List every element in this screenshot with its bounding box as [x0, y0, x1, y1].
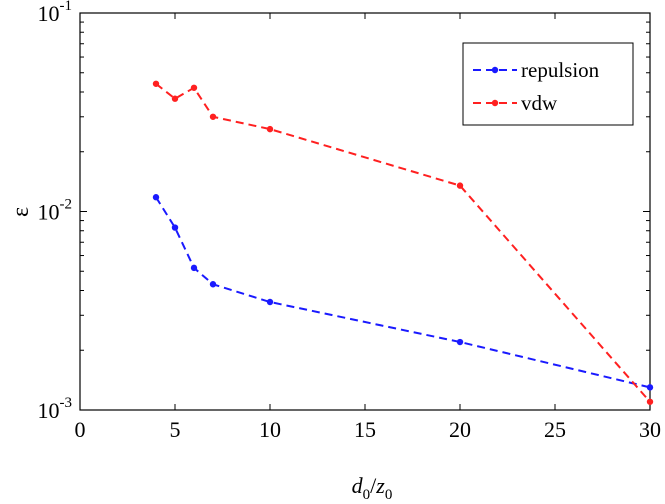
x-tick-label: 30 — [639, 417, 661, 442]
y-axis: 10-1 10-2 10-3 — [38, 0, 650, 423]
legend-label-vdw: vdw — [521, 91, 558, 115]
legend-box — [462, 42, 634, 126]
y-axis-title: ε — [8, 207, 34, 217]
x-tick-label: 5 — [170, 417, 181, 442]
data-point-vdw — [190, 84, 198, 91]
legend-label-repulsion: repulsion — [521, 58, 600, 82]
x-axis-title: d0/z0 — [352, 473, 393, 503]
data-point-repulsion — [152, 194, 160, 201]
y-tick-label: 10-2 — [38, 197, 73, 225]
series-layer — [152, 80, 654, 405]
legend: repulsion vdw — [462, 42, 634, 126]
data-point-repulsion — [171, 224, 179, 231]
y-tick-label: 10-3 — [38, 395, 73, 423]
data-point-repulsion — [646, 384, 654, 391]
y-tick-label: 10-1 — [38, 0, 73, 26]
x-tick-label: 0 — [75, 417, 86, 442]
data-point-repulsion — [456, 338, 464, 346]
data-point-vdw — [266, 125, 274, 133]
x-tick-label: 20 — [449, 417, 471, 442]
x-axis: 0 5 10 15 20 25 30 — [75, 13, 661, 442]
data-point-vdw — [152, 80, 160, 87]
legend-marker-repulsion — [491, 66, 499, 74]
x-tick-label: 10 — [259, 417, 281, 442]
data-point-repulsion — [190, 264, 198, 272]
data-point-repulsion — [209, 281, 217, 288]
data-point-vdw — [456, 182, 464, 189]
x-tick-label: 25 — [544, 417, 566, 442]
data-point-vdw — [209, 113, 217, 120]
legend-marker-vdw — [491, 99, 499, 107]
data-point-repulsion — [266, 298, 274, 306]
x-tick-label: 15 — [354, 417, 376, 442]
data-point-vdw — [646, 398, 654, 405]
data-point-vdw — [171, 95, 179, 102]
